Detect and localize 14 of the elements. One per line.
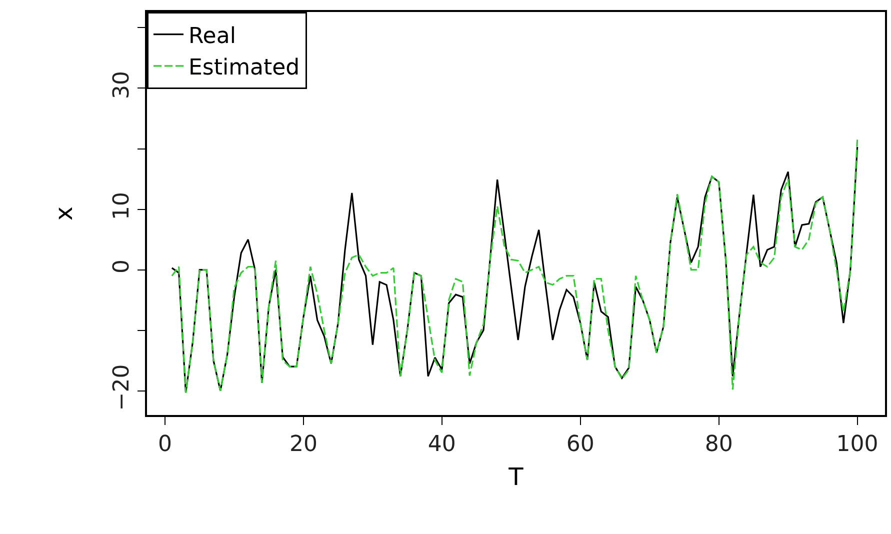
y-tick-label: 30: [109, 70, 134, 99]
x-tick-label: 0: [158, 432, 172, 458]
y-axis-title: x: [50, 206, 78, 221]
x-tick-label: 20: [289, 432, 318, 458]
y-tick-label: −20: [109, 364, 134, 411]
x-tick-label: 80: [704, 432, 733, 458]
legend-label: Real: [188, 24, 236, 49]
x-tick-label: 100: [836, 432, 878, 458]
legend-label: Estimated: [188, 55, 300, 80]
x-axis-title: T: [508, 462, 524, 491]
x-tick-label: 40: [428, 432, 456, 458]
x-tick-label: 60: [566, 432, 594, 458]
y-tick-label: 0: [109, 259, 134, 274]
y-tick-label: 10: [109, 192, 134, 220]
